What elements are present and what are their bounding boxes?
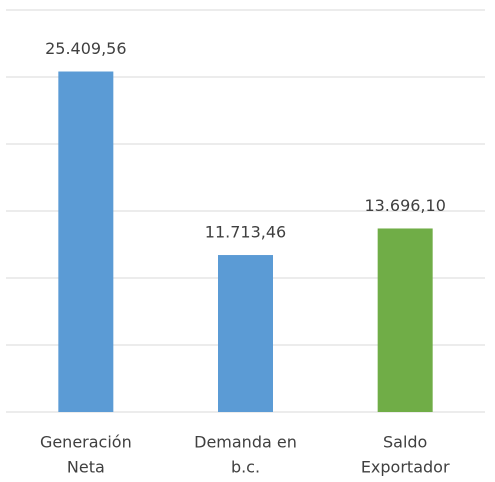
x-tick-label: Exportador bbox=[361, 458, 450, 477]
data-label: 25.409,56 bbox=[45, 39, 126, 58]
data-label: 13.696,10 bbox=[364, 196, 445, 215]
bar bbox=[218, 255, 273, 412]
data-label: 11.713,46 bbox=[205, 223, 286, 242]
x-tick-label: b.c. bbox=[231, 458, 260, 477]
x-tick-label: Generación bbox=[40, 433, 132, 452]
x-tick-label: Demanda en bbox=[194, 433, 297, 452]
bar bbox=[58, 71, 114, 412]
x-tick-label: Saldo bbox=[383, 433, 427, 452]
x-tick-label: Neta bbox=[67, 458, 105, 477]
bar bbox=[377, 228, 433, 412]
